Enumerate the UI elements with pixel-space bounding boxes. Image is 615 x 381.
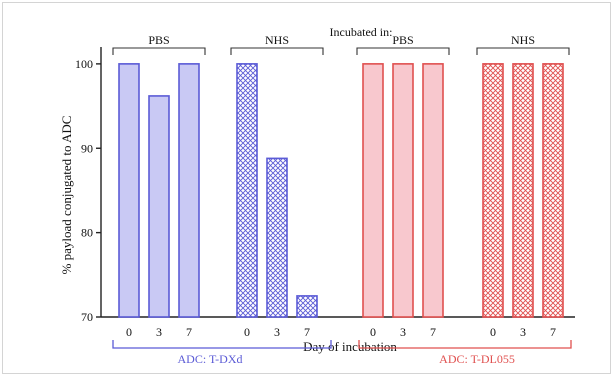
adc-bracket xyxy=(112,340,332,349)
y-tick-label: 100 xyxy=(75,57,93,71)
bar-chart: Incubated in: % payload conjugated to AD… xyxy=(59,25,575,366)
bar xyxy=(542,63,564,318)
bar xyxy=(482,63,504,318)
x-tick-label: 7 xyxy=(186,325,192,339)
bar xyxy=(296,295,318,318)
y-axis-title: % payload conjugated to ADC xyxy=(59,116,74,275)
x-tick-label: 3 xyxy=(520,325,526,339)
bar xyxy=(118,63,140,318)
bars xyxy=(118,63,564,318)
group-bracket xyxy=(356,47,450,55)
bar xyxy=(512,63,534,318)
adc-label: ADC: T-DXd xyxy=(177,352,242,366)
x-axis-title: Day of incubation xyxy=(303,339,397,354)
x-tick-label: 7 xyxy=(430,325,436,339)
labels: 0 3 7 PBS 0 3 7 NHS 0 3 7 PBS 0 3 7 NHS ADC: T-DXd ADC: T… xyxy=(112,33,572,366)
x-tick-label: 0 xyxy=(126,325,132,339)
y-tick-label: 80 xyxy=(81,226,93,240)
group-label: PBS xyxy=(392,33,413,47)
x-tick-label: 7 xyxy=(550,325,556,339)
chart-title: Incubated in: xyxy=(330,25,393,39)
adc-bracket xyxy=(358,340,572,349)
y-tick-label: 90 xyxy=(81,141,93,155)
group-label: PBS xyxy=(148,33,169,47)
x-tick-label: 0 xyxy=(370,325,376,339)
group-label: NHS xyxy=(265,33,289,47)
bar xyxy=(178,63,200,318)
group-bracket xyxy=(230,47,324,55)
group-bracket xyxy=(476,47,570,55)
bar xyxy=(236,63,258,318)
bar xyxy=(392,63,414,318)
x-tick-label: 3 xyxy=(274,325,280,339)
group-label: NHS xyxy=(511,33,535,47)
bar xyxy=(266,157,288,318)
bar xyxy=(362,63,384,318)
chart-frame: Incubated in: % payload conjugated to AD… xyxy=(2,2,611,374)
x-tick-label: 7 xyxy=(304,325,310,339)
adc-label: ADC: T-DL055 xyxy=(439,352,515,366)
x-tick-label: 3 xyxy=(400,325,406,339)
bar xyxy=(422,63,444,318)
group-bracket xyxy=(112,47,206,55)
y-tick-label: 70 xyxy=(81,310,93,324)
bar xyxy=(148,95,170,318)
x-tick-label: 0 xyxy=(490,325,496,339)
x-tick-label: 3 xyxy=(156,325,162,339)
x-tick-label: 0 xyxy=(244,325,250,339)
